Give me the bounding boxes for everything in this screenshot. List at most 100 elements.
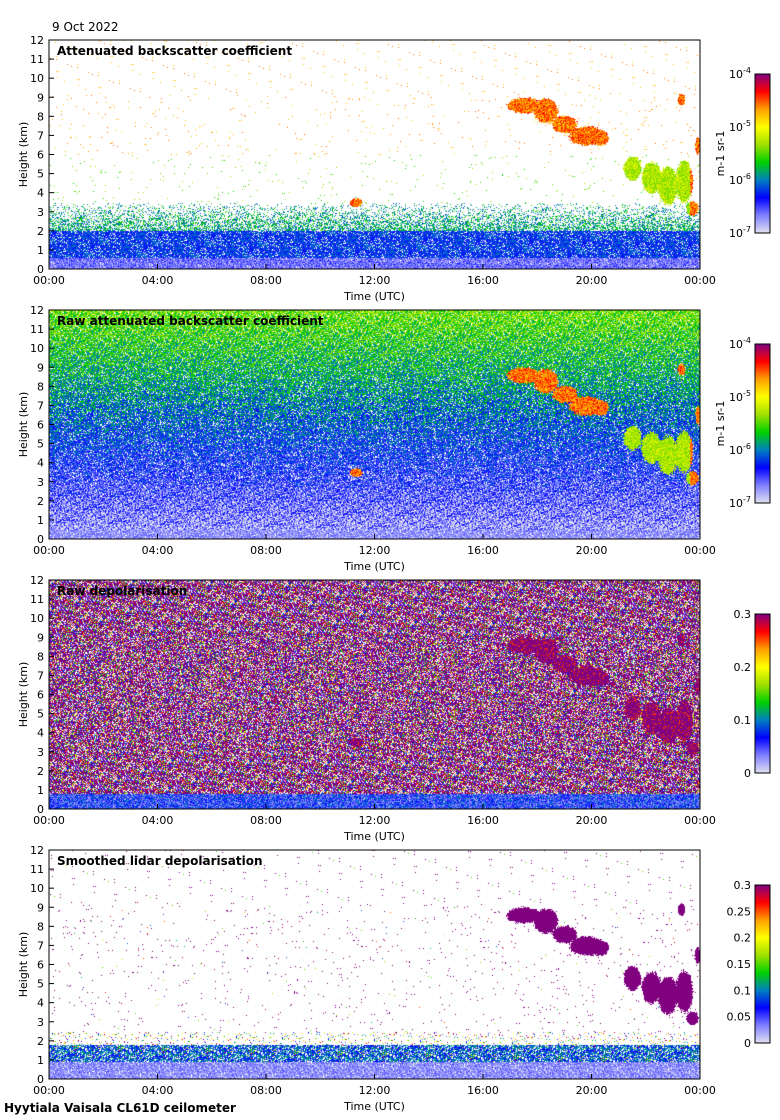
heatmap-beta_raw <box>49 310 700 539</box>
colorbar-tick-label: 10-6 <box>729 172 751 187</box>
y-tick-label: 8 <box>37 650 44 663</box>
y-tick-label: 5 <box>37 168 44 181</box>
panel-2: Raw attenuated backscatter coefficient 0 1… <box>17 304 771 573</box>
colorbar-tick-label: 10-5 <box>729 119 751 134</box>
y-tick-label: 5 <box>37 978 44 991</box>
date-label: 9 Oct 2022 <box>52 20 119 34</box>
y-tick-label: 5 <box>37 708 44 721</box>
y-tick-label: 1 <box>37 244 44 257</box>
y-tick-label: 1 <box>37 1054 44 1067</box>
y-tick-label: 9 <box>37 901 44 914</box>
y-tick-label: 0 <box>37 533 44 546</box>
colorbar-tick-label: 10-4 <box>729 336 751 351</box>
y-tick-label: 10 <box>30 612 44 625</box>
y-tick-label: 3 <box>37 1016 44 1029</box>
x-tick-label: 04:00 <box>142 814 174 827</box>
x-tick-label: 08:00 <box>250 814 282 827</box>
colorbar-unit-label: m-1 sr-1 <box>714 401 727 447</box>
y-tick-label: 9 <box>37 91 44 104</box>
colorbar-tick-label: 0 <box>744 1037 751 1050</box>
y-axis-label: Height (km) <box>17 392 30 458</box>
colorbar-tick-label: 0.05 <box>727 1011 752 1024</box>
x-tick-label: 08:00 <box>250 544 282 557</box>
x-tick-label: 08:00 <box>250 1084 282 1097</box>
y-tick-label: 1 <box>37 784 44 797</box>
x-tick-label: 04:00 <box>142 274 174 287</box>
panel-title: Attenuated backscatter coefficient <box>57 44 292 58</box>
panel-title: Raw attenuated backscatter coefficient <box>57 314 324 328</box>
x-tick-label: 00:00 <box>684 1084 716 1097</box>
y-axis-label: Height (km) <box>17 122 30 188</box>
y-tick-label: 4 <box>37 727 44 740</box>
x-axis-label: Time (UTC) <box>343 560 405 573</box>
y-tick-label: 9 <box>37 631 44 644</box>
colorbar <box>754 613 771 774</box>
y-tick-label: 4 <box>37 457 44 470</box>
y-tick-label: 6 <box>37 149 44 162</box>
colorbar-tick-label: 10-7 <box>729 495 751 510</box>
colorbar-tick-label: 10-4 <box>729 66 751 81</box>
x-tick-label: 04:00 <box>142 544 174 557</box>
colorbar-tick-label: 0 <box>744 767 751 780</box>
x-tick-label: 08:00 <box>250 274 282 287</box>
x-tick-label: 00:00 <box>33 274 65 287</box>
plot-frame <box>48 849 701 1080</box>
y-tick-label: 2 <box>37 495 44 508</box>
colorbar-tick-label: 0.25 <box>727 905 752 918</box>
colorbar-tick-label: 0.2 <box>734 661 752 674</box>
y-tick-label: 0 <box>37 1073 44 1086</box>
y-tick-label: 7 <box>37 669 44 682</box>
colorbar-tick-label: 10-7 <box>729 225 751 240</box>
colorbar <box>754 73 771 234</box>
x-tick-label: 20:00 <box>576 544 608 557</box>
x-tick-label: 16:00 <box>467 544 499 557</box>
x-tick-label: 16:00 <box>467 274 499 287</box>
colorbar <box>754 343 771 504</box>
site-instrument-label: Hyytiala Vaisala CL61D ceilometer <box>4 1101 236 1115</box>
y-tick-label: 3 <box>37 206 44 219</box>
x-tick-label: 12:00 <box>359 814 391 827</box>
y-tick-label: 2 <box>37 765 44 778</box>
colorbar-tick-label: 10-6 <box>729 442 751 457</box>
x-tick-label: 20:00 <box>576 274 608 287</box>
x-axis-label: Time (UTC) <box>343 830 405 843</box>
plot-frame <box>48 39 701 270</box>
y-tick-label: 6 <box>37 959 44 972</box>
y-tick-label: 11 <box>30 593 44 606</box>
colorbar-tick-label: 0.2 <box>734 932 752 945</box>
panel-title: Raw depolarisation <box>57 584 187 598</box>
y-tick-label: 8 <box>37 380 44 393</box>
colorbar <box>754 884 771 1044</box>
y-tick-label: 12 <box>30 34 44 47</box>
colorbar-tick-label: 0.3 <box>734 608 752 621</box>
y-tick-label: 4 <box>37 187 44 200</box>
panel-title: Smoothed lidar depolarisation <box>57 854 263 868</box>
x-tick-label: 20:00 <box>576 1084 608 1097</box>
y-tick-label: 0 <box>37 803 44 816</box>
x-tick-label: 16:00 <box>467 1084 499 1097</box>
y-tick-label: 7 <box>37 399 44 412</box>
y-tick-label: 11 <box>30 323 44 336</box>
heatmap-depol <box>49 850 700 1079</box>
plot-frame <box>48 579 701 810</box>
y-tick-label: 11 <box>30 53 44 66</box>
y-tick-label: 4 <box>37 997 44 1010</box>
colorbar-tick-label: 0.1 <box>734 714 752 727</box>
y-tick-label: 12 <box>30 304 44 317</box>
y-tick-label: 9 <box>37 361 44 374</box>
y-tick-label: 2 <box>37 1035 44 1048</box>
heatmap-beta <box>49 40 700 269</box>
panel-4: Smoothed lidar depolarisation01234567891… <box>17 844 771 1113</box>
y-tick-label: 8 <box>37 110 44 123</box>
y-tick-label: 8 <box>37 920 44 933</box>
x-tick-label: 16:00 <box>467 814 499 827</box>
heatmap-depol_raw <box>49 580 700 809</box>
y-tick-label: 1 <box>37 514 44 527</box>
panel-1: Attenuated backscatter coefficient012345… <box>17 34 771 303</box>
y-tick-label: 3 <box>37 476 44 489</box>
y-tick-label: 10 <box>30 72 44 85</box>
x-tick-label: 20:00 <box>576 814 608 827</box>
x-tick-label: 00:00 <box>684 544 716 557</box>
